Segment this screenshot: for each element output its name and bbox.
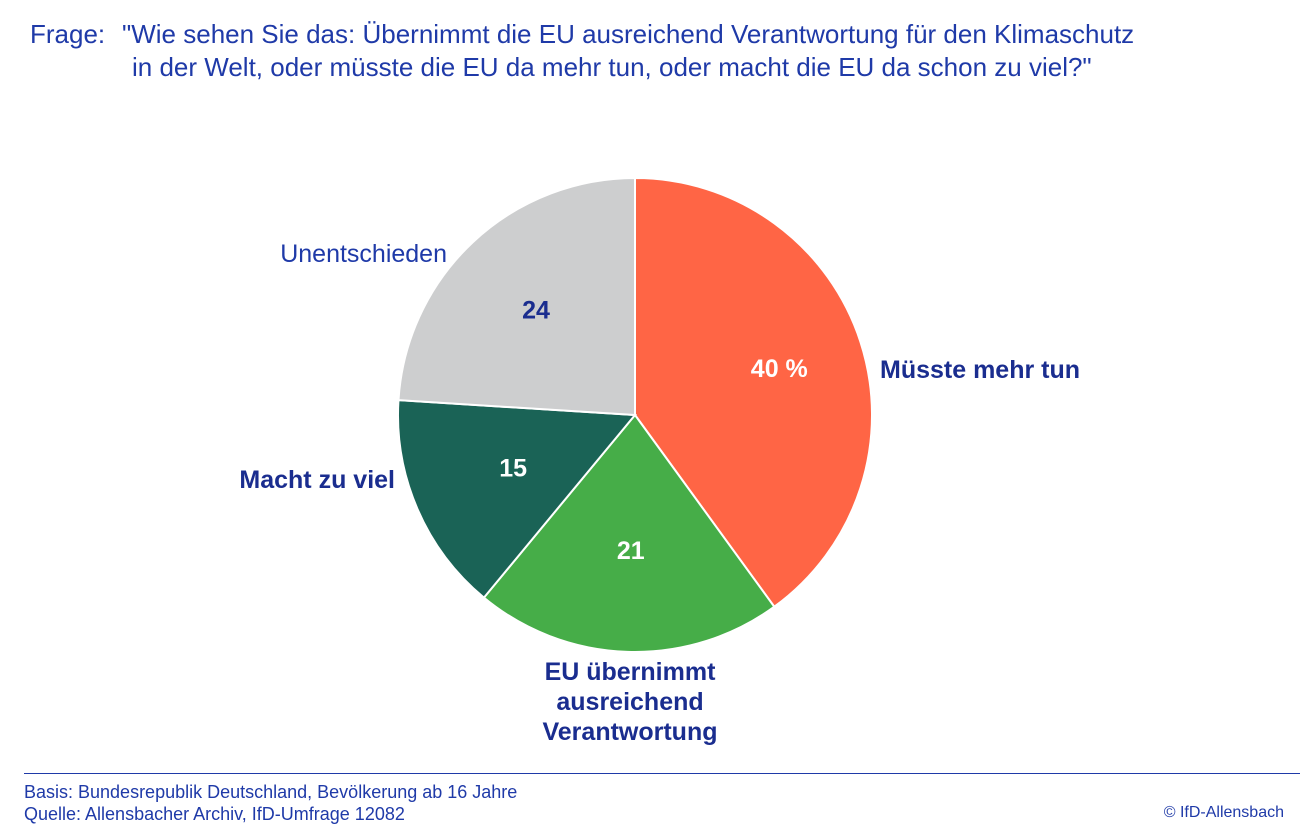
footer-basis: Basis: Bundesrepublik Deutschland, Bevöl… — [24, 782, 518, 802]
pie-slice-4 — [397, 176, 636, 417]
question-line-2: in der Welt, oder müsste die EU da mehr … — [132, 52, 1092, 82]
pie-slice-1 — [634, 176, 873, 609]
slice-category-label: Müsste mehr tun — [880, 356, 1080, 384]
slice-value-label: 21 — [617, 537, 645, 565]
copyright: © IfD-Allensbach — [1163, 804, 1284, 821]
slice-category-label: Macht zu viel — [239, 466, 395, 494]
slice-value-label: 40 % — [751, 355, 808, 383]
slice-category-label: Unentschieden — [280, 240, 447, 268]
footer: Basis: Bundesrepublik Deutschland, Bevöl… — [24, 781, 517, 825]
question-text: "Wie sehen Sie das: Übernimmt die EU aus… — [122, 18, 1134, 84]
question-line-1: "Wie sehen Sie das: Übernimmt die EU aus… — [122, 19, 1135, 49]
slice-category-label: EU übernimmt ausreichend Verantwortung — [542, 658, 717, 746]
pie-chart: 40 % Müsste mehr tun 21 EU übernimmt ausreic… — [239, 176, 1080, 746]
footer-divider — [24, 773, 1300, 774]
question-prefix: Frage: — [30, 19, 106, 49]
slice-value-label: 15 — [499, 455, 527, 483]
pie-slice-3 — [397, 399, 638, 600]
slice-value-label: 24 — [522, 297, 550, 325]
pie-slice-2 — [482, 413, 776, 653]
footer-source: Quelle: Allensbacher Archiv, IfD-Umfrage… — [24, 804, 405, 824]
